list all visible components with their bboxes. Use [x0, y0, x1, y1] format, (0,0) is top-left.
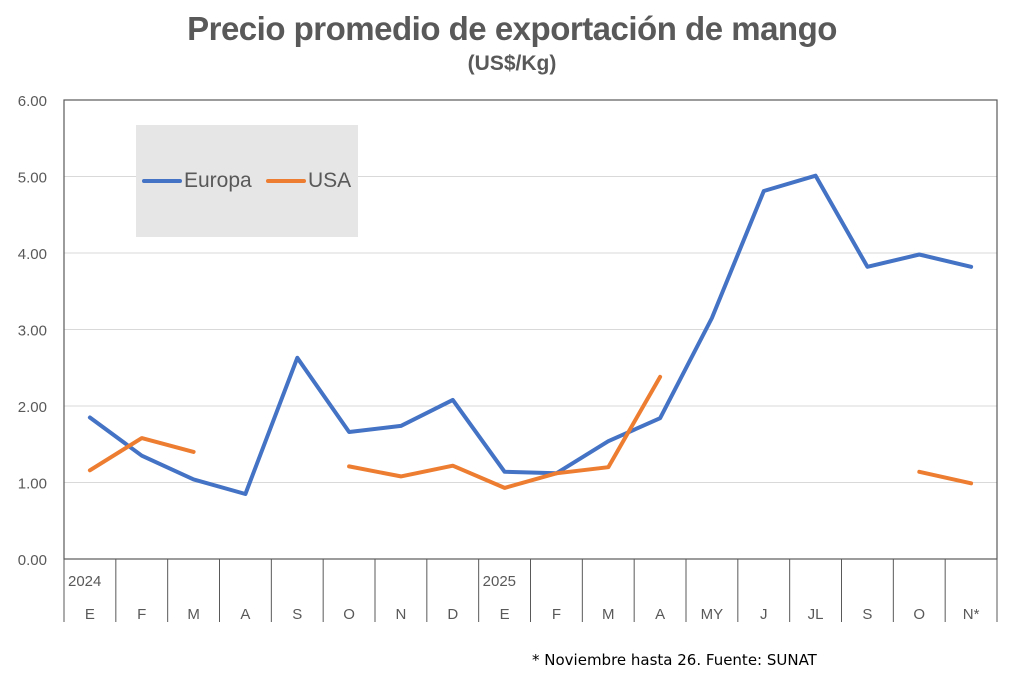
y-tick-label: 4.00	[18, 246, 47, 263]
footnote: * Noviembre hasta 26. Fuente: SUNAT	[532, 651, 817, 669]
x-year-label: 2024	[68, 573, 101, 590]
series-line-europa	[87, 173, 974, 496]
y-tick-label: 5.00	[18, 170, 47, 187]
x-tick-label: A	[240, 606, 250, 623]
x-tick-label: M	[602, 606, 615, 623]
x-tick-label: N	[395, 606, 406, 623]
x-tick-label: M	[187, 606, 200, 623]
y-tick-label: 2.00	[18, 399, 47, 416]
x-year-label: 2025	[483, 573, 516, 590]
x-tick-label: O	[343, 606, 355, 623]
x-tick-label: F	[137, 606, 146, 623]
x-tick-label: E	[85, 606, 95, 623]
legend-label-europa: Europa	[184, 169, 252, 192]
y-tick-label: 0.00	[18, 552, 47, 569]
x-tick-label: D	[447, 606, 458, 623]
y-tick-label: 3.00	[18, 323, 47, 340]
legend-swatch-usa	[266, 179, 306, 183]
chart-title: Precio promedio de exportación de mango	[187, 10, 837, 47]
series-lines	[87, 173, 974, 496]
x-tick-label: F	[552, 606, 561, 623]
x-tick-label: N*	[963, 606, 980, 623]
x-tick-label: J	[760, 606, 768, 623]
legend-item-europa: Europa	[142, 169, 252, 193]
chart-subtitle: (US$/Kg)	[467, 52, 557, 75]
y-tick-label: 6.00	[18, 93, 47, 110]
x-tick-label: S	[292, 606, 302, 623]
legend-swatch-europa	[142, 179, 182, 183]
legend: Europa USA	[136, 125, 358, 237]
x-tick-label: JL	[808, 606, 824, 623]
x-tick-label: MY	[701, 606, 724, 623]
x-tick-label: S	[862, 606, 872, 623]
x-tick-label: E	[500, 606, 510, 623]
x-tick-label: A	[655, 606, 665, 623]
x-axis: E F M A S O N D E F M A MY J JL S O N* 2024 2025	[63, 559, 998, 623]
series-line-usa	[917, 469, 974, 486]
y-axis-tick-labels: 0.00 1.00 2.00 3.00 4.00 5.00 6.00	[18, 93, 47, 569]
y-tick-label: 1.00	[18, 476, 47, 493]
legend-label-usa: USA	[308, 169, 352, 192]
legend-item-usa: USA	[266, 169, 351, 193]
x-tick-label: O	[913, 606, 925, 623]
